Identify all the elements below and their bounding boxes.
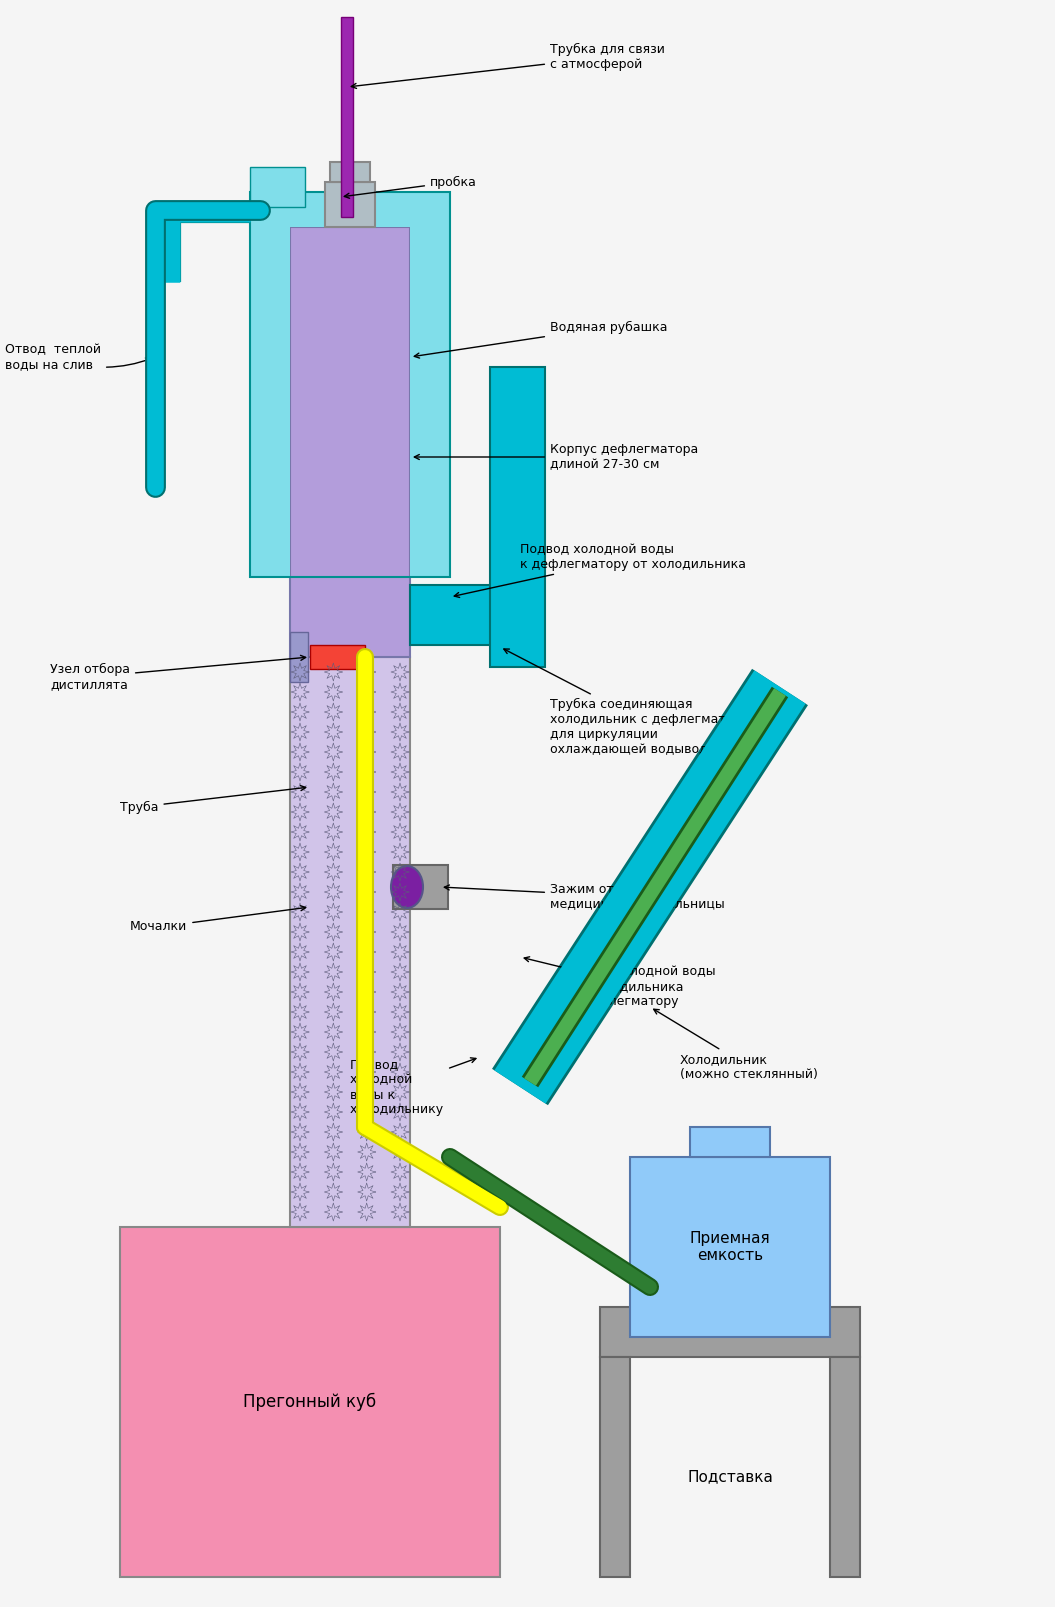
FancyBboxPatch shape bbox=[310, 644, 365, 669]
Text: Трубка для связи
с атмосферой: Трубка для связи с атмосферой bbox=[351, 43, 665, 88]
Text: Холодильник
(можно стеклянный): Холодильник (можно стеклянный) bbox=[654, 1009, 818, 1082]
Text: Подвод
холодной
воды к
холодильнику: Подвод холодной воды к холодильнику bbox=[350, 1057, 476, 1115]
FancyBboxPatch shape bbox=[830, 1356, 860, 1576]
Ellipse shape bbox=[391, 866, 423, 908]
FancyBboxPatch shape bbox=[410, 585, 540, 644]
Text: Узел отбора
дистиллята: Узел отбора дистиллята bbox=[50, 656, 306, 691]
FancyBboxPatch shape bbox=[410, 227, 450, 577]
Text: Труба: Труба bbox=[120, 786, 306, 813]
FancyBboxPatch shape bbox=[330, 162, 370, 182]
Text: Водяная рубашка: Водяная рубашка bbox=[415, 320, 668, 358]
FancyBboxPatch shape bbox=[290, 227, 410, 657]
Text: Прегонный куб: Прегонный куб bbox=[244, 1393, 377, 1411]
FancyBboxPatch shape bbox=[600, 1356, 630, 1576]
Text: Трубка соединяющая
холодильник с дефлегматором
для циркуляции
охлаждающей водыво: Трубка соединяющая холодильник с дефлегм… bbox=[504, 649, 759, 755]
FancyBboxPatch shape bbox=[630, 1157, 830, 1337]
Text: Отвод холодной воды
от холодильника
к дефлегматору: Отвод холодной воды от холодильника к де… bbox=[524, 956, 715, 1009]
FancyBboxPatch shape bbox=[120, 1228, 500, 1576]
FancyBboxPatch shape bbox=[490, 366, 545, 667]
Text: Корпус дефлегматора
длиной 27-30 см: Корпус дефлегматора длиной 27-30 см bbox=[415, 444, 698, 471]
FancyBboxPatch shape bbox=[341, 18, 353, 217]
Text: Подвод холодной воды
к дефлегматору от холодильника: Подвод холодной воды к дефлегматору от х… bbox=[455, 543, 746, 598]
FancyBboxPatch shape bbox=[290, 632, 308, 681]
Text: пробка: пробка bbox=[344, 175, 477, 198]
FancyBboxPatch shape bbox=[250, 191, 450, 227]
FancyBboxPatch shape bbox=[290, 657, 410, 1228]
FancyBboxPatch shape bbox=[600, 1306, 860, 1356]
FancyBboxPatch shape bbox=[250, 167, 305, 207]
Text: Подставка: Подставка bbox=[687, 1469, 773, 1485]
FancyBboxPatch shape bbox=[394, 865, 448, 910]
FancyBboxPatch shape bbox=[250, 227, 290, 577]
Text: Приемная
емкость: Приемная емкость bbox=[690, 1231, 770, 1263]
Text: Мочалки: Мочалки bbox=[130, 906, 306, 934]
FancyBboxPatch shape bbox=[690, 1127, 770, 1157]
Text: Отвод  теплой
воды на слив: Отвод теплой воды на слив bbox=[5, 342, 151, 371]
FancyBboxPatch shape bbox=[325, 182, 375, 227]
Text: Зажим от
медицинской капельницы: Зажим от медицинской капельницы bbox=[444, 882, 725, 911]
